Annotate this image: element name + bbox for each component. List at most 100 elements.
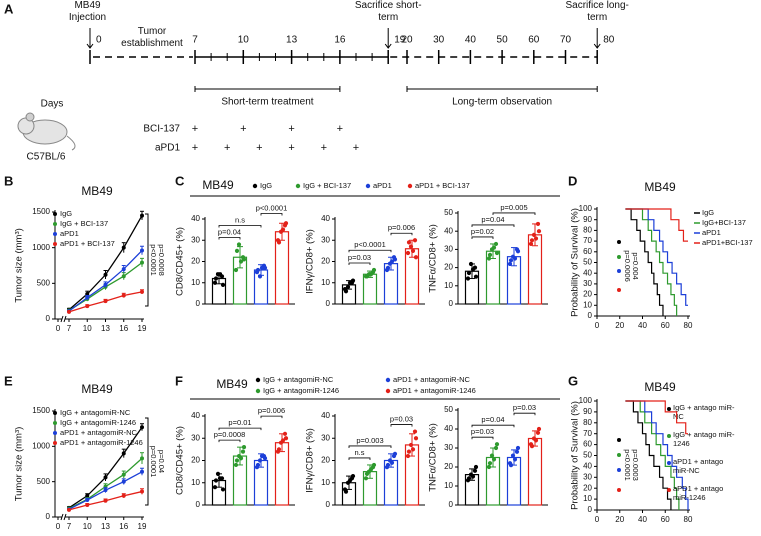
treatment-label: BCI-137 [143,124,180,135]
data-point [213,276,219,281]
panel-letter: B [4,173,13,188]
treatment-label: aPD1 [155,143,180,154]
axis-break [60,315,64,323]
p-value: p=0.03 [513,403,536,412]
y-axis-label: Tumor size (mm³) [14,228,25,303]
data-point [536,229,542,234]
survival-curve [625,400,672,510]
chart-title: MB49 [644,380,676,394]
arrow [593,28,601,49]
significance-bracket [348,457,371,460]
significance-bracket [390,424,413,427]
data-point [241,445,247,450]
data-point [486,256,492,261]
data-point [528,241,534,247]
x-tick-label: 60 [661,515,670,524]
x-tick-label: 40 [638,515,647,524]
data-point [371,462,377,468]
data-point [85,295,90,300]
x-tick-label: 40 [638,321,647,330]
y-tick-label: 0 [326,299,331,308]
y-axis-label: IFNγ/CD8+ (%) [305,428,316,493]
legend-dot [617,255,621,259]
y-tick-label: 40 [321,214,330,223]
data-point [140,213,144,218]
data-point [487,252,493,257]
legend-marker [407,183,413,189]
p-value: p=0.02 [471,227,494,236]
y-tick-label: 0 [449,500,454,509]
legend-dot [617,488,621,492]
y-tick-label: 30 [444,245,453,254]
x-tick-label: 13 [101,522,110,531]
p-value: p=0.03 [348,253,371,262]
chart-title: MB49 [202,178,234,192]
data-point [350,473,356,479]
timeline-tick-label: 70 [560,35,572,46]
treatment-mark: + [321,142,327,154]
chart-title: MB49 [644,180,676,194]
legend-dot [617,438,621,442]
x-tick-label: 7 [67,324,72,333]
y-tick-label: 30 [321,235,330,244]
axis-break [60,513,64,521]
y-tick-label: 10 [444,481,453,490]
significance-bracket [471,236,494,239]
data-point [364,471,370,476]
data-point [67,507,71,512]
data-point [512,256,518,261]
data-point [343,289,349,294]
data-point [515,445,521,451]
data-point [213,478,219,483]
p-value: p=0.04 [218,227,241,236]
survival-curve [625,400,680,510]
data-point [212,485,218,490]
data-point [533,438,539,443]
legend-label: IgG + BCI-137 [303,181,351,190]
data-point [259,265,265,270]
phase-label: Short-term treatment [221,97,313,108]
y-tick-label: 60 [583,247,592,256]
data-point [510,453,516,458]
treatment-mark: + [240,123,246,135]
legend-dot [617,240,621,244]
timeline-tick-label: 60 [528,35,540,46]
p-value: p=0.0008 [214,430,246,439]
data-point [408,244,414,249]
y-tick-label: 500 [37,278,51,287]
legend-label: IgG [60,209,72,218]
y-tick-label: 0 [46,512,51,521]
y-tick-label: 100 [579,204,593,213]
strain-label: C57BL/6 [27,152,66,163]
y-tick-label: 10 [191,478,200,487]
y-tick-label: 0 [196,299,201,308]
y-tick-label: 40 [321,411,330,420]
panel-letter: D [568,173,577,188]
data-point [140,425,144,430]
significance-bracket [390,232,413,236]
data-point [140,289,144,294]
chart-title: MB49 [216,377,248,391]
y-axis-label: CD8/CD45+ (%) [175,227,186,296]
significance-bracket [145,417,149,506]
legend-marker [667,488,671,492]
injection-label: MB49 Injection [68,0,107,23]
timeline-tick-label: 10 [238,35,250,46]
data-point [529,444,535,449]
data-point [385,462,391,468]
p-value: p=0.006 [388,223,415,232]
panel-letter: A [4,1,14,16]
y-axis-label: Tumor size (mm³) [14,427,25,502]
survival-curve [625,208,678,316]
p-value: p=0.003 [356,436,383,445]
data-point [121,493,126,498]
significance-bracket [260,213,283,216]
y-tick-label: 0 [588,311,593,320]
legend-label: IgG + antagomiR-NC [263,375,334,384]
p-value: p=0.03 [390,415,413,424]
y-axis-label: Probability of Survival (%) [570,401,581,510]
data-point [103,282,108,287]
legend-marker [252,183,258,189]
legend-label: aPD1 + antagomiR-NC [393,375,470,384]
data-point [413,255,419,260]
